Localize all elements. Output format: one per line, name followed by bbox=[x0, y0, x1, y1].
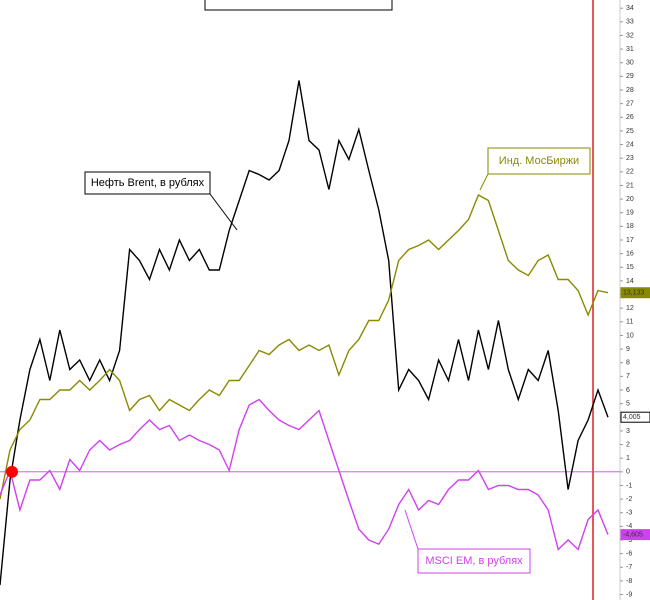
y-tick-label: -1 bbox=[626, 482, 632, 489]
last-value-label: 4,005 bbox=[623, 414, 641, 421]
y-tick-label: 19 bbox=[626, 210, 634, 217]
y-tick-label: -7 bbox=[626, 564, 632, 571]
start-marker bbox=[6, 465, 18, 478]
y-tick-label: -3 bbox=[626, 510, 632, 517]
series-line bbox=[0, 194, 609, 500]
top-box bbox=[204, 0, 393, 11]
y-tick-label: -5 bbox=[626, 537, 632, 544]
annotation-leader bbox=[209, 193, 238, 231]
annotation-box bbox=[84, 171, 211, 195]
y-tick-label: -8 bbox=[626, 578, 632, 585]
y-tick-label: 6 bbox=[626, 387, 630, 394]
y-tick-label: 27 bbox=[626, 100, 634, 107]
y-tick-label: 21 bbox=[626, 182, 634, 189]
y-tick-label: 0 bbox=[626, 469, 630, 476]
last-value-label: -4,605 bbox=[623, 531, 643, 538]
series-name: MSCI EM, в рублях bbox=[425, 555, 523, 567]
y-tick-label: 17 bbox=[626, 237, 634, 244]
y-tick-label: 15 bbox=[626, 264, 634, 271]
y-tick-label: 7 bbox=[626, 373, 630, 380]
y-tick-label: 9 bbox=[626, 346, 630, 353]
y-tick-label: 26 bbox=[626, 114, 634, 121]
y-tick-label: -9 bbox=[626, 591, 632, 598]
series-line bbox=[0, 398, 609, 551]
y-tick-label: 20 bbox=[626, 196, 634, 203]
annotation-leader bbox=[479, 173, 489, 191]
y-tick-label: 18 bbox=[626, 223, 634, 230]
y-tick-label: 28 bbox=[626, 87, 634, 94]
y-tick-label: 33 bbox=[626, 19, 634, 26]
series-name: Инд. МосБиржи bbox=[499, 155, 579, 167]
last-value-box bbox=[620, 411, 650, 423]
y-tick-label: 14 bbox=[626, 278, 634, 285]
annotation-box bbox=[417, 548, 531, 574]
y-tick-label: 34 bbox=[626, 5, 634, 12]
y-tick-label: 8 bbox=[626, 360, 630, 367]
y-tick-label: 3 bbox=[626, 428, 630, 435]
y-tick-label: 23 bbox=[626, 155, 634, 162]
last-value-label: 13,133 bbox=[623, 290, 645, 297]
series-line bbox=[0, 80, 609, 586]
annotation-box bbox=[487, 147, 591, 175]
series-name: Нефть Brent, в рублях bbox=[91, 177, 205, 189]
y-tick-label: -4 bbox=[626, 523, 632, 530]
annotation-leader bbox=[404, 509, 419, 550]
y-tick-label: 32 bbox=[626, 32, 634, 39]
y-tick-label: 29 bbox=[626, 73, 634, 80]
last-value-box bbox=[620, 287, 650, 299]
y-tick-label: -6 bbox=[626, 550, 632, 557]
y-tick-label: -2 bbox=[626, 496, 632, 503]
y-tick-label: 5 bbox=[626, 400, 630, 407]
y-tick-label: 30 bbox=[626, 60, 634, 67]
y-tick-label: 2 bbox=[626, 441, 630, 448]
y-tick-label: 1 bbox=[626, 455, 630, 462]
y-tick-label: 31 bbox=[626, 46, 634, 53]
y-tick-label: 16 bbox=[626, 250, 634, 257]
y-tick-label: 12 bbox=[626, 305, 634, 312]
y-tick-label: 25 bbox=[626, 128, 634, 135]
last-value-box bbox=[620, 529, 650, 541]
y-tick-label: 11 bbox=[626, 319, 633, 326]
y-tick-label: 22 bbox=[626, 169, 634, 176]
y-tick-label: 10 bbox=[626, 332, 634, 339]
y-tick-label: 24 bbox=[626, 141, 634, 148]
